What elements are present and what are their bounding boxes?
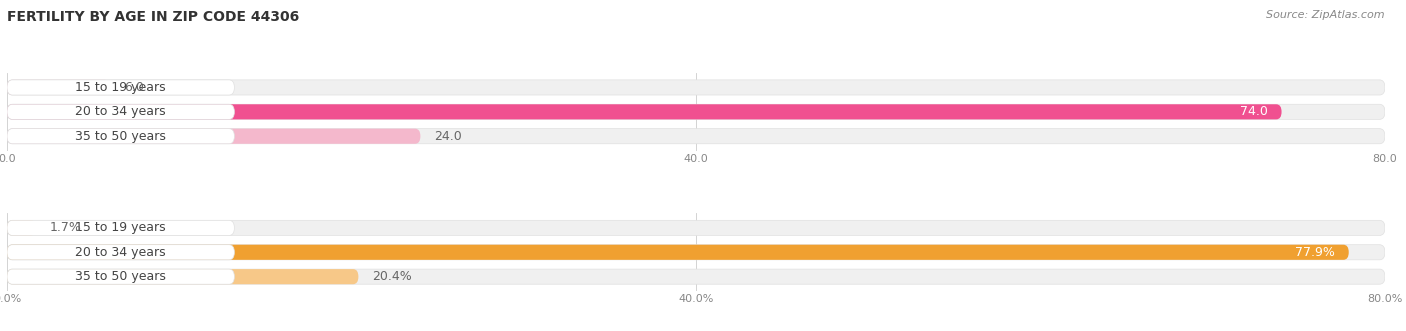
Text: 6.0: 6.0 (124, 81, 143, 94)
Text: Source: ZipAtlas.com: Source: ZipAtlas.com (1267, 10, 1385, 20)
FancyBboxPatch shape (7, 245, 1348, 260)
Text: 24.0: 24.0 (434, 130, 463, 143)
Text: 35 to 50 years: 35 to 50 years (76, 130, 166, 143)
FancyBboxPatch shape (7, 104, 1282, 119)
Text: 35 to 50 years: 35 to 50 years (76, 270, 166, 283)
FancyBboxPatch shape (7, 269, 359, 284)
FancyBboxPatch shape (7, 220, 235, 235)
Text: 15 to 19 years: 15 to 19 years (76, 81, 166, 94)
FancyBboxPatch shape (7, 245, 1385, 260)
FancyBboxPatch shape (7, 104, 1385, 119)
FancyBboxPatch shape (7, 104, 235, 119)
FancyBboxPatch shape (7, 80, 235, 95)
Text: 20.4%: 20.4% (373, 270, 412, 283)
FancyBboxPatch shape (7, 245, 235, 260)
Text: 74.0: 74.0 (1240, 105, 1268, 118)
Text: 15 to 19 years: 15 to 19 years (76, 221, 166, 234)
Text: 77.9%: 77.9% (1295, 246, 1334, 259)
Text: 20 to 34 years: 20 to 34 years (76, 246, 166, 259)
FancyBboxPatch shape (7, 129, 1385, 144)
Text: 20 to 34 years: 20 to 34 years (76, 105, 166, 118)
FancyBboxPatch shape (7, 80, 111, 95)
FancyBboxPatch shape (7, 269, 1385, 284)
FancyBboxPatch shape (7, 220, 1385, 235)
FancyBboxPatch shape (7, 220, 37, 235)
Text: FERTILITY BY AGE IN ZIP CODE 44306: FERTILITY BY AGE IN ZIP CODE 44306 (7, 10, 299, 24)
FancyBboxPatch shape (7, 129, 235, 144)
Text: 1.7%: 1.7% (51, 221, 82, 234)
FancyBboxPatch shape (7, 269, 235, 284)
FancyBboxPatch shape (7, 129, 420, 144)
FancyBboxPatch shape (7, 80, 1385, 95)
